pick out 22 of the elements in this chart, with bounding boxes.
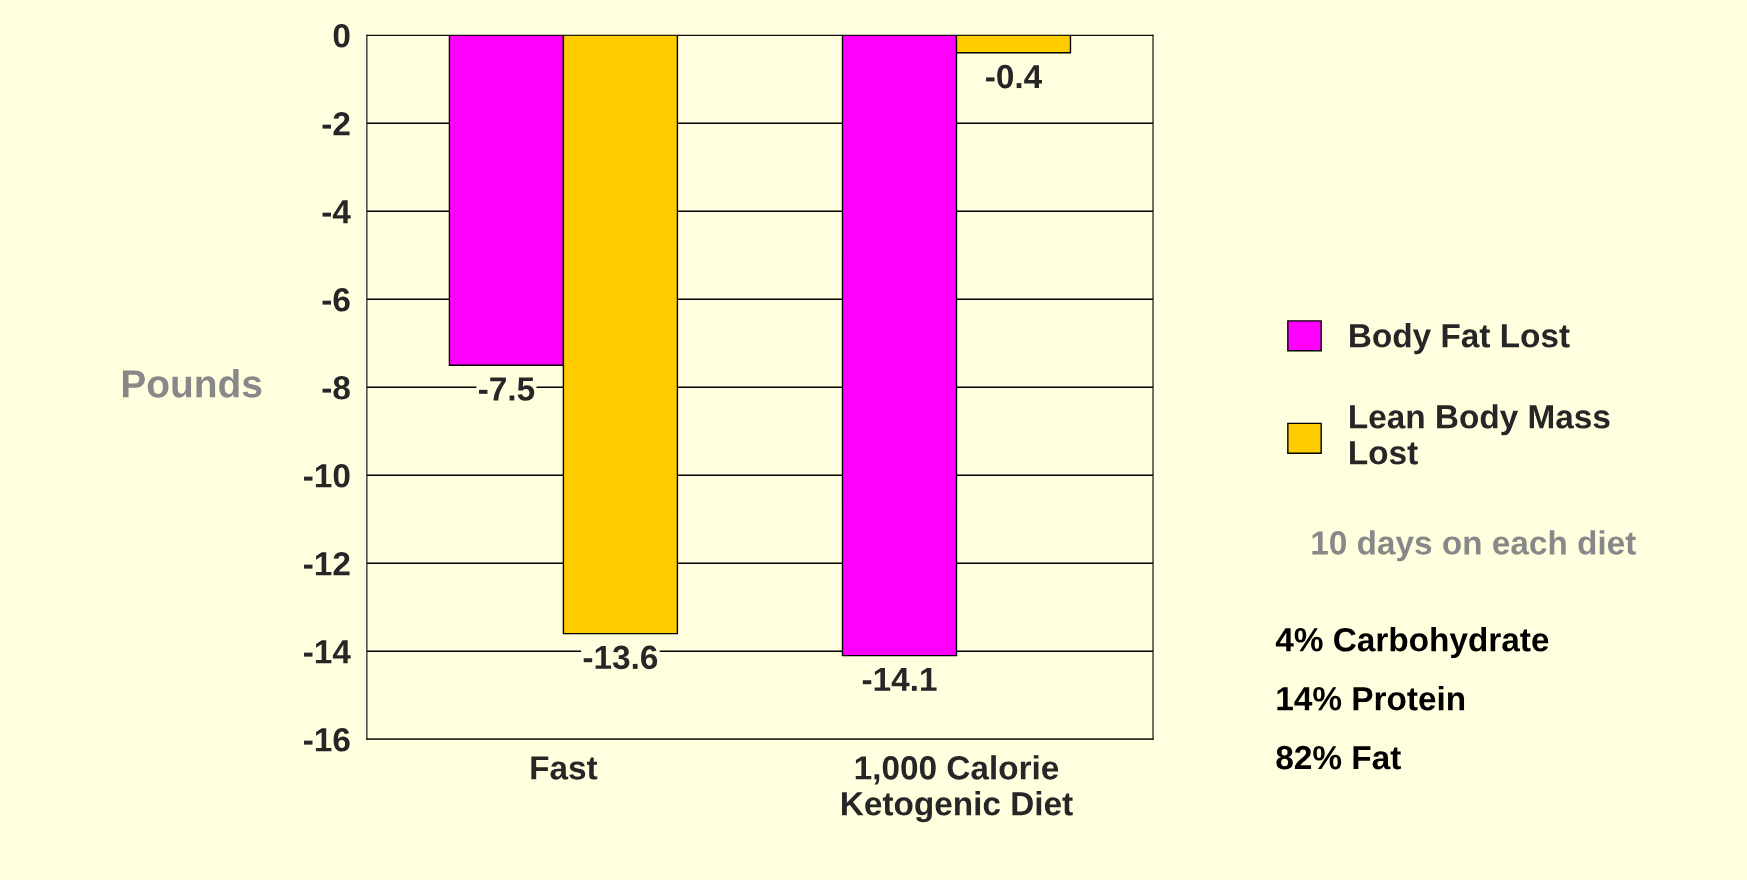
legend-label: Lean Body Mass Lost [1350,404,1610,465]
text: 10 days on each diet [1312,530,1636,562]
data-label: -14.1 [862,667,937,691]
x-tick-label: Fast [531,756,598,780]
y-tick-label: -4 [322,200,351,224]
y-tick-label: -14 [304,640,351,664]
y-tick-label: -2 [322,112,350,136]
y-tick-label: -6 [322,288,350,312]
y-tick-label: -8 [322,376,350,400]
text: 14% Protein [1277,686,1465,711]
y-tick-label: -10 [304,464,350,488]
data-label: -13.6 [583,645,658,670]
data-label: -7.5 [479,377,535,401]
data-label: -0.4 [986,64,1043,89]
text: 82% Fat [1276,745,1401,770]
y-tick-label: 0 [333,24,350,48]
text: 4% Carbohydrate [1275,627,1549,659]
y-tick-label: -12 [304,552,350,576]
x-tick-label: 1,000 Calorie Ketogenic Diet [842,755,1073,823]
y-tick-label: -16 [304,728,350,752]
y-axis-title: Pounds [122,369,262,398]
legend-label: Body Fat Lost [1350,323,1570,355]
